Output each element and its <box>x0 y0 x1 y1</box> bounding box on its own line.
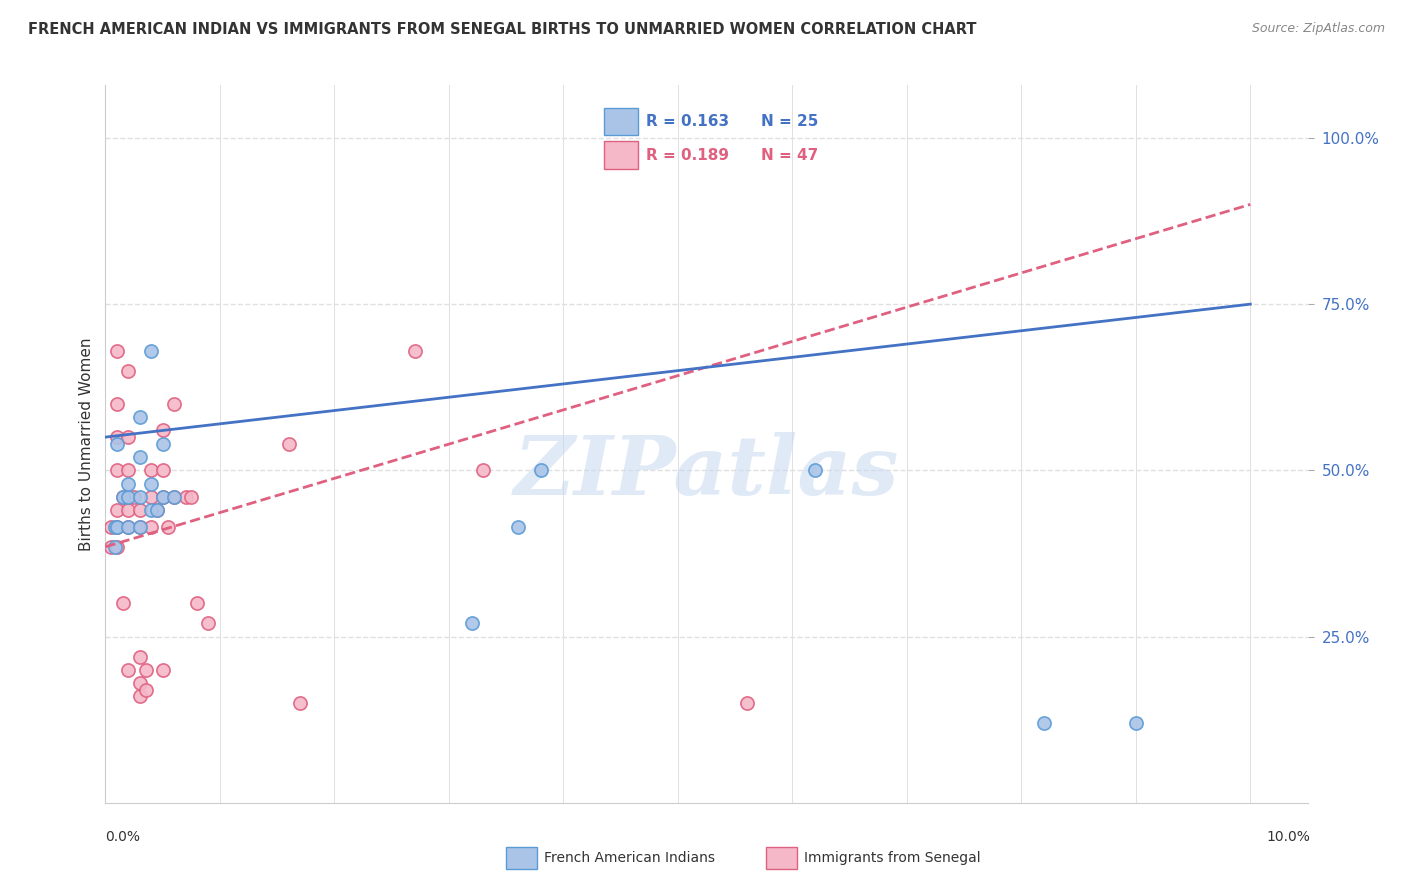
Point <box>288 696 311 710</box>
Point <box>163 397 186 411</box>
Text: 0.0%: 0.0% <box>105 830 141 844</box>
Point <box>141 520 163 534</box>
Text: Immigrants from Senegal: Immigrants from Senegal <box>804 851 981 865</box>
Text: N = 47: N = 47 <box>761 147 818 162</box>
Point <box>277 437 299 451</box>
Point <box>141 490 163 504</box>
Point <box>135 682 157 697</box>
Point <box>141 503 163 517</box>
Point <box>146 503 169 517</box>
Point <box>128 503 150 517</box>
Point <box>117 520 139 534</box>
Point <box>152 490 174 504</box>
Point <box>105 437 128 451</box>
Point <box>163 490 186 504</box>
Point <box>105 463 128 477</box>
Point <box>105 540 128 554</box>
Point <box>197 616 219 631</box>
Text: FRENCH AMERICAN INDIAN VS IMMIGRANTS FROM SENEGAL BIRTHS TO UNMARRIED WOMEN CORR: FRENCH AMERICAN INDIAN VS IMMIGRANTS FRO… <box>28 22 977 37</box>
Point <box>117 520 139 534</box>
Point <box>404 343 426 358</box>
Point <box>105 430 128 444</box>
Point <box>163 490 186 504</box>
Point <box>506 520 529 534</box>
Point <box>104 540 127 554</box>
Point <box>117 503 139 517</box>
Point <box>128 490 150 504</box>
Point <box>180 490 202 504</box>
Point <box>461 616 484 631</box>
Point <box>104 520 127 534</box>
Point <box>141 476 163 491</box>
Point <box>117 463 139 477</box>
Point <box>117 490 139 504</box>
Text: Source: ZipAtlas.com: Source: ZipAtlas.com <box>1251 22 1385 36</box>
Point <box>804 463 827 477</box>
Point <box>128 520 150 534</box>
Point <box>152 490 174 504</box>
Point <box>128 676 150 690</box>
Point <box>128 649 150 664</box>
Point <box>186 596 208 610</box>
Point <box>105 397 128 411</box>
Point <box>529 463 551 477</box>
Point <box>117 430 139 444</box>
Point <box>128 520 150 534</box>
Text: N = 25: N = 25 <box>761 114 818 128</box>
Point <box>117 364 139 378</box>
Point <box>105 520 128 534</box>
Point <box>105 520 128 534</box>
Point <box>117 476 139 491</box>
Y-axis label: Births to Unmarried Women: Births to Unmarried Women <box>79 337 94 550</box>
Point <box>111 490 134 504</box>
FancyBboxPatch shape <box>605 108 638 135</box>
Text: French American Indians: French American Indians <box>544 851 716 865</box>
Text: R = 0.189: R = 0.189 <box>647 147 730 162</box>
Point <box>735 696 758 710</box>
Point <box>105 343 128 358</box>
Text: 10.0%: 10.0% <box>1267 830 1310 844</box>
Point <box>1125 716 1147 731</box>
Point <box>146 503 169 517</box>
Point <box>135 663 157 677</box>
Point <box>111 596 134 610</box>
Point <box>122 490 145 504</box>
Point <box>100 540 122 554</box>
Point <box>100 520 122 534</box>
Text: ZIPatlas: ZIPatlas <box>513 433 900 513</box>
Point <box>128 450 150 464</box>
Point <box>128 690 150 704</box>
Point <box>174 490 197 504</box>
FancyBboxPatch shape <box>605 142 638 169</box>
Text: R = 0.163: R = 0.163 <box>647 114 730 128</box>
Point <box>1033 716 1056 731</box>
Point <box>141 343 163 358</box>
Point <box>117 663 139 677</box>
Point <box>152 663 174 677</box>
Point <box>472 463 495 477</box>
Point <box>152 437 174 451</box>
Point <box>152 424 174 438</box>
Point <box>117 490 139 504</box>
Point <box>105 503 128 517</box>
Point <box>111 490 134 504</box>
Point <box>128 410 150 425</box>
Point <box>141 463 163 477</box>
Point <box>157 520 180 534</box>
Point <box>152 463 174 477</box>
